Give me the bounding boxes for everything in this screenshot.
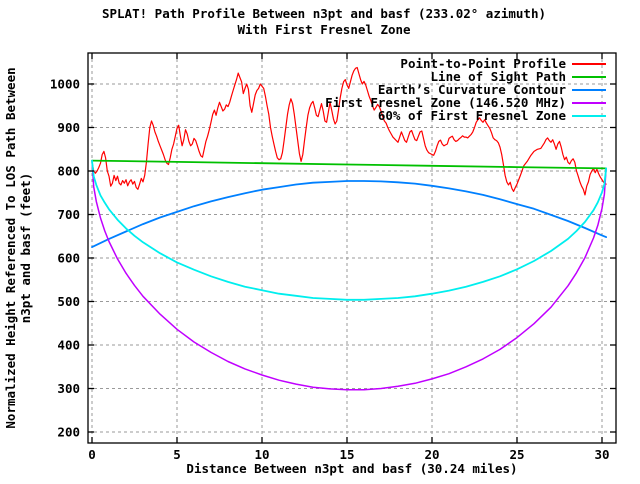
legend-label: 60% of First Fresnel Zone	[378, 108, 567, 123]
plot-frame	[87, 52, 617, 444]
series-line-first-fresnel-zone-146-520-mhz-	[91, 159, 607, 391]
y-tick-label: 400	[57, 338, 80, 353]
legend-row: First Fresnel Zone (146.520 MHz)	[325, 95, 606, 110]
series-line-point-to-point-profile	[91, 66, 607, 196]
y-tick-label: 300	[57, 381, 80, 396]
legend-label: Earth’s Curvature Contour	[378, 82, 567, 97]
chart-title-line2: With First Fresnel Zone	[237, 22, 411, 37]
legend-label: First Fresnel Zone (146.520 MHz)	[325, 95, 566, 110]
y-tick-label: 600	[57, 251, 80, 266]
x-tick-label: 20	[424, 447, 439, 462]
series-layer	[91, 66, 607, 391]
x-tick-label: 25	[509, 447, 524, 462]
x-tick-label: 15	[339, 447, 354, 462]
y-axis-label-line2: n3pt and basf (feet)	[18, 173, 33, 324]
y-tick-label: 1000	[50, 77, 80, 92]
chart-title-line1: SPLAT! Path Profile Between n3pt and bas…	[102, 6, 546, 21]
plot-border	[87, 52, 617, 444]
x-tick-label: 10	[254, 447, 269, 462]
legend-label: Point-to-Point Profile	[400, 56, 566, 71]
y-tick-label: 700	[57, 207, 80, 222]
legend-row: Line of Sight Path	[431, 69, 606, 84]
legend-row: Earth’s Curvature Contour	[378, 82, 606, 97]
series-line-60-of-first-fresnel-zone	[91, 159, 607, 301]
series-line-earth-s-curvature-contour	[91, 180, 607, 249]
x-tick-label: 0	[88, 447, 96, 462]
series-line-line-of-sight-path	[91, 159, 607, 170]
x-tick-label: 5	[173, 447, 181, 462]
legend-row: 60% of First Fresnel Zone	[378, 108, 606, 123]
x-tick-label: 30	[594, 447, 609, 462]
y-tick-label: 200	[57, 425, 80, 440]
legend-label: Line of Sight Path	[431, 69, 566, 84]
legend-row: Point-to-Point Profile	[400, 56, 606, 71]
grid-layer	[88, 53, 616, 443]
y-tick-label: 500	[57, 294, 80, 309]
y-axis-label-line1: Normalized Height Referenced To LOS Path…	[3, 67, 18, 428]
y-tick-label: 800	[57, 164, 80, 179]
x-axis-label: Distance Between n3pt and basf (30.24 mi…	[186, 461, 517, 476]
tick-label-layer: 0 5 10 15 20 25 30 200 300 400 500 600 700 800 900 1000	[50, 77, 610, 463]
y-tick-label: 900	[57, 120, 80, 135]
